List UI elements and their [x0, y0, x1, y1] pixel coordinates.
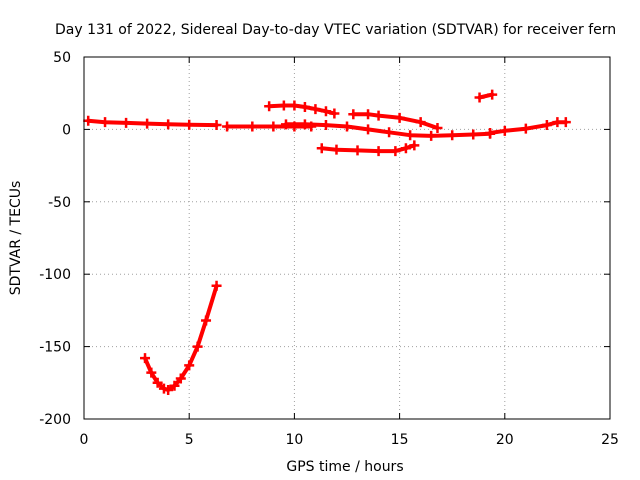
data-series	[316, 140, 420, 157]
data-point	[560, 117, 571, 128]
data-point	[100, 117, 111, 128]
data-point	[329, 108, 340, 119]
data-point	[140, 353, 151, 364]
data-point	[468, 129, 479, 140]
data-point	[373, 110, 384, 121]
x-tick-label: 10	[285, 432, 303, 448]
data-point	[163, 119, 174, 130]
data-point	[211, 120, 222, 131]
data-point	[331, 144, 342, 155]
data-point	[121, 117, 132, 128]
data-point	[342, 121, 352, 132]
x-tick-label: 15	[391, 432, 409, 448]
data-point	[552, 117, 563, 128]
data-series	[280, 119, 496, 141]
data-point	[175, 373, 186, 384]
data-point	[299, 101, 310, 112]
chart-title: Day 131 of 2022, Sidereal Day-to-day VTE…	[55, 22, 616, 38]
data-series	[83, 115, 222, 131]
data-point	[247, 121, 258, 132]
data-point	[405, 130, 416, 141]
x-axis-label: GPS time / hours	[286, 459, 403, 475]
data-point	[409, 140, 420, 151]
data-point	[474, 92, 485, 103]
data-point	[390, 146, 401, 157]
data-point	[211, 280, 222, 291]
data-point	[320, 106, 331, 117]
axis-ticks: 0 5 10 15 20 25 50 0 -50 -100 -150 -200	[39, 50, 619, 448]
y-tick-label: 0	[62, 122, 71, 138]
data-point	[184, 360, 195, 371]
data-point	[264, 101, 275, 112]
data-point	[415, 117, 426, 128]
data-series	[474, 89, 498, 103]
x-tick-label: 25	[601, 432, 619, 448]
data-point	[485, 128, 496, 139]
data-point	[169, 380, 180, 391]
data-point	[268, 121, 279, 132]
data-point	[363, 109, 374, 120]
grid	[84, 57, 610, 419]
data-point	[278, 100, 289, 111]
data-point	[310, 104, 321, 115]
data-point	[541, 120, 552, 131]
data-series	[348, 109, 443, 133]
x-tick-label: 0	[80, 432, 89, 448]
data-point	[83, 115, 94, 126]
data-point	[499, 125, 510, 136]
data-point	[142, 118, 153, 129]
data-point	[426, 130, 437, 141]
data-point	[432, 122, 443, 133]
data-point	[316, 143, 327, 154]
data-point	[487, 89, 498, 100]
data-point	[447, 130, 458, 141]
data-series	[140, 280, 222, 396]
data-series	[264, 100, 340, 119]
y-tick-label: 50	[53, 50, 71, 66]
y-tick-label: -200	[39, 412, 71, 428]
x-tick-label: 20	[496, 432, 514, 448]
y-axis-label: SDTVAR / TECUs	[8, 181, 24, 296]
data-point	[348, 109, 359, 120]
data-series-group	[83, 89, 571, 396]
data-point	[201, 315, 212, 326]
data-point	[394, 112, 405, 123]
data-point	[289, 100, 300, 111]
data-point	[163, 385, 174, 396]
data-point	[152, 377, 163, 388]
data-point	[299, 119, 310, 130]
x-tick-label: 5	[185, 432, 194, 448]
data-point	[320, 120, 331, 131]
data-point	[363, 124, 374, 135]
plot-frame	[83, 56, 611, 420]
data-point	[352, 145, 363, 156]
data-point	[184, 119, 195, 130]
data-point	[384, 127, 395, 138]
data-point	[146, 367, 157, 378]
data-point	[222, 121, 233, 132]
data-point	[192, 341, 203, 352]
data-point	[520, 123, 531, 134]
data-point	[280, 119, 291, 130]
data-point	[373, 146, 384, 157]
data-point	[400, 143, 411, 154]
y-tick-label: -100	[39, 267, 71, 283]
y-tick-label: -150	[39, 340, 71, 356]
y-tick-label: -50	[48, 195, 71, 211]
data-series	[485, 117, 571, 139]
